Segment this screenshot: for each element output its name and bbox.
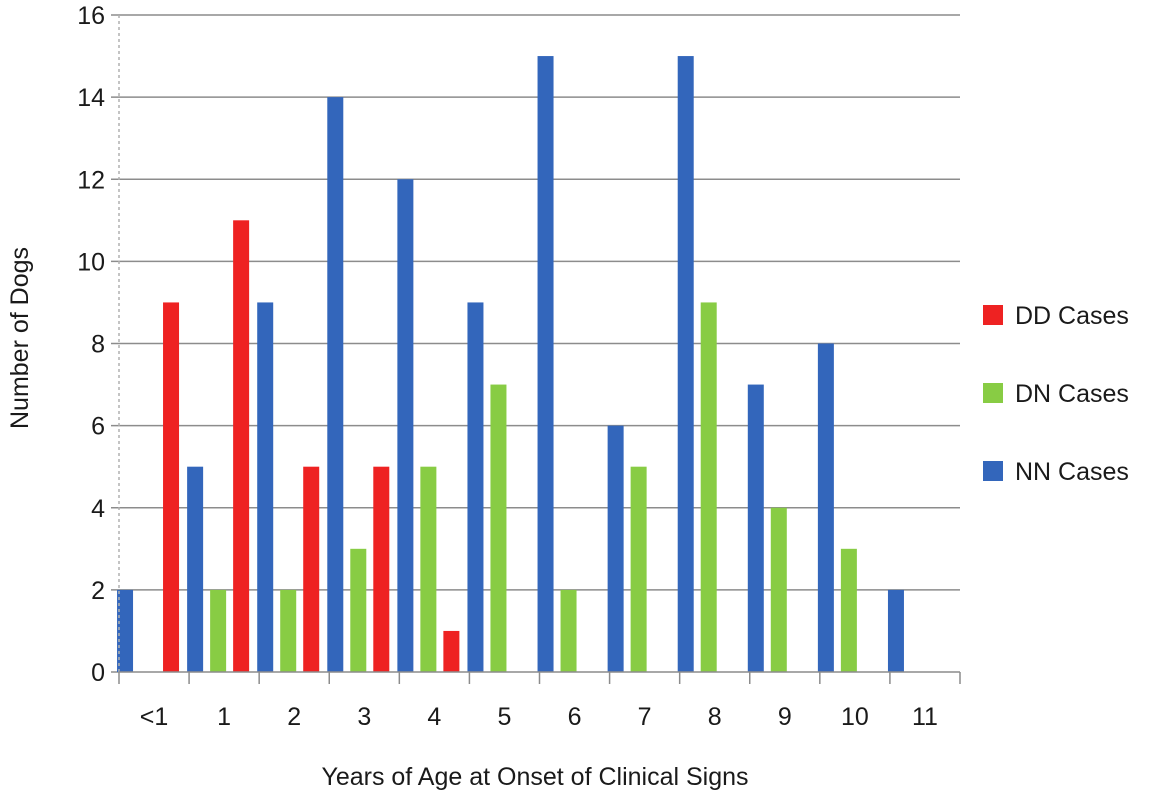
bar-dd-cases-2 — [303, 466, 320, 672]
bar-nn-cases-7 — [607, 425, 624, 672]
bar-nn-cases-2 — [257, 302, 274, 672]
y-tick-label: 6 — [91, 413, 105, 441]
x-tick-label: 3 — [357, 703, 371, 731]
bar-dn-cases-2 — [280, 589, 297, 672]
bar-nn-cases-1 — [187, 466, 204, 672]
y-tick-label: 10 — [77, 248, 105, 276]
x-tick-label: 6 — [568, 703, 582, 731]
bar-dn-cases-8 — [700, 302, 717, 672]
y-tick-label: 14 — [77, 84, 105, 112]
bar-dd-cases-3 — [373, 466, 390, 672]
legend-item: DN Cases — [983, 380, 1129, 408]
x-tick-label: 4 — [427, 703, 441, 731]
bar-nn-cases-4 — [397, 179, 414, 672]
x-tick-label: 5 — [498, 703, 512, 731]
y-axis-title: Number of Dogs — [6, 247, 34, 429]
y-tick-label: 4 — [91, 495, 105, 523]
x-tick-label: 2 — [287, 703, 301, 731]
y-tick-label: 12 — [77, 166, 105, 194]
legend-swatch — [983, 461, 1003, 481]
bar-nn-cases-10 — [817, 343, 834, 672]
bar-nn-cases-3 — [327, 97, 344, 672]
x-tick-label: <1 — [140, 703, 169, 731]
x-tick-label: 9 — [778, 703, 792, 731]
x-tick-label: 1 — [217, 703, 231, 731]
bar-dd-cases-1 — [233, 220, 250, 672]
legend-item: DD Cases — [983, 302, 1129, 330]
bar-dn-cases-6 — [560, 589, 577, 672]
legend-item: NN Cases — [983, 458, 1129, 486]
legend-label: NN Cases — [1015, 458, 1129, 486]
bar-dd-cases-lt1 — [163, 302, 180, 672]
y-tick-label: 0 — [91, 659, 105, 687]
x-tick-label: 7 — [638, 703, 652, 731]
bar-dn-cases-3 — [350, 548, 367, 672]
bar-nn-cases-8 — [677, 56, 694, 672]
x-axis-title: Years of Age at Onset of Clinical Signs — [321, 763, 748, 791]
bar-dn-cases-4 — [420, 466, 437, 672]
bar-dd-cases-4 — [443, 630, 460, 672]
bar-dn-cases-10 — [840, 548, 857, 672]
legend: DD Cases DN Cases NN Cases — [983, 302, 1129, 486]
bars — [117, 56, 904, 672]
bar-dn-cases-7 — [630, 466, 647, 672]
bar-nn-cases-6 — [537, 56, 554, 672]
y-tick-labels: 0 2 4 6 8 10 12 14 16 — [77, 2, 105, 687]
bar-dn-cases-9 — [770, 507, 787, 672]
legend-label: DD Cases — [1015, 302, 1129, 330]
y-tick-label: 16 — [77, 2, 105, 30]
legend-label: DN Cases — [1015, 380, 1129, 408]
y-tick-label: 8 — [91, 331, 105, 359]
bar-dn-cases-5 — [490, 384, 507, 672]
bar-nn-cases-5 — [467, 302, 484, 672]
x-tick-label: 10 — [841, 703, 869, 731]
y-tick-label: 2 — [91, 577, 105, 605]
legend-swatch — [983, 383, 1003, 403]
bar-nn-cases-lt1 — [117, 589, 134, 672]
x-tick-label: 8 — [708, 703, 722, 731]
x-tick-label: 11 — [912, 703, 938, 731]
bar-nn-cases-9 — [747, 384, 764, 672]
axes — [118, 15, 961, 684]
bar-nn-cases-11 — [887, 589, 904, 672]
x-tick-labels: <1 1 2 3 4 5 6 7 8 9 10 11 — [140, 703, 938, 731]
bar-dn-cases-1 — [210, 589, 227, 672]
legend-swatch — [983, 305, 1003, 325]
